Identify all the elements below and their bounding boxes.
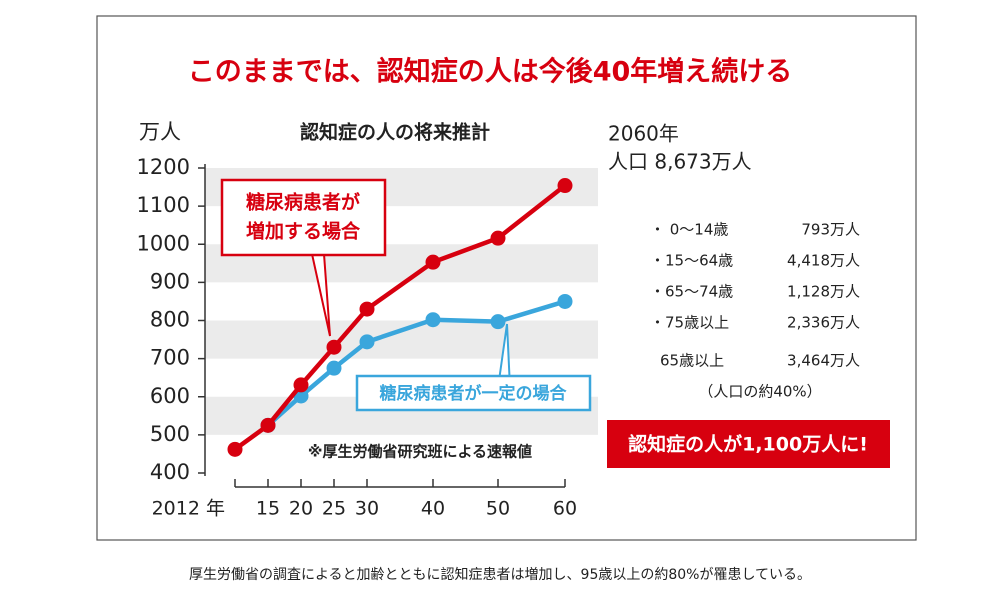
panel-row-label: ・ 0～14歳 [650, 221, 728, 239]
point [425, 254, 441, 270]
legend-label: 糖尿病患者が一定の場合 [380, 383, 568, 404]
x-tick-label: 2012 年 [152, 498, 225, 520]
chart-subtitle: 認知症の人の将来推計 [300, 121, 490, 144]
y-tick-label: 1000 [137, 231, 190, 255]
point [260, 417, 276, 433]
banner: 認知症の人が1,100万人に! [628, 433, 868, 456]
y-tick-label: 800 [150, 308, 190, 332]
banner-box [607, 420, 890, 468]
panel-row-label: ・65～74歳 [650, 283, 733, 301]
note: ※厚生労働省研究班による速報値 [308, 443, 532, 461]
point [425, 312, 441, 328]
y-tick-label: 900 [150, 269, 190, 293]
legend-box [220, 178, 387, 257]
x-tick-label: 50 [486, 498, 510, 520]
frame [96, 15, 917, 541]
point [557, 178, 573, 194]
y-tick-label: 700 [150, 346, 190, 370]
panel-share: （人口の約40%） [698, 383, 821, 401]
chart-title: このままでは、認知症の人は今後40年増え続ける [188, 56, 793, 88]
caption: 厚生労働省の調査によると加齢とともに認知症患者は増加し、95歳以上の約80%が罹… [189, 566, 811, 583]
y-tick-label: 1100 [137, 193, 190, 217]
point [557, 293, 573, 309]
y-tick-label: 1200 [137, 155, 190, 179]
panel-total-value: 3,464万人 [787, 352, 860, 370]
legend-label: 増加する場合 [246, 220, 361, 243]
panel-row-value: 793万人 [801, 221, 860, 239]
point [326, 360, 342, 376]
series-line [233, 183, 567, 452]
point [293, 377, 309, 393]
panel-total-label: 65歳以上 [660, 352, 724, 370]
point [227, 441, 243, 457]
panel-row-label: ・75歳以上 [650, 314, 729, 332]
x-tick-label: 60 [553, 498, 577, 520]
panel-row-value: 2,336万人 [787, 314, 860, 332]
y-tick-label: 600 [150, 384, 190, 408]
panel-row-value: 1,128万人 [787, 283, 860, 301]
x-tick-label: 40 [421, 498, 445, 520]
point [359, 334, 375, 350]
x-tick-label: 30 [355, 498, 379, 520]
y-tick-label: 400 [150, 460, 190, 484]
panel-heading: 2060年 [608, 122, 679, 146]
point [490, 230, 506, 246]
panel-row-label: ・15～64歳 [650, 252, 733, 270]
grid-band [205, 320, 598, 359]
y-axis-label: 万人 [139, 120, 181, 144]
x-tick-label: 25 [322, 498, 346, 520]
legend-label: 糖尿病患者が [246, 191, 360, 214]
x-tick-label: 20 [289, 498, 313, 520]
x-tick-label: 15 [256, 498, 280, 520]
callout-pointer [311, 253, 331, 337]
legend-box [355, 374, 592, 412]
panel-row-value: 4,418万人 [787, 252, 860, 270]
point [359, 301, 375, 317]
point [326, 339, 342, 355]
y-tick-label: 500 [150, 422, 190, 446]
panel-heading: 人口 8,673万人 [608, 150, 752, 174]
point [490, 314, 506, 330]
